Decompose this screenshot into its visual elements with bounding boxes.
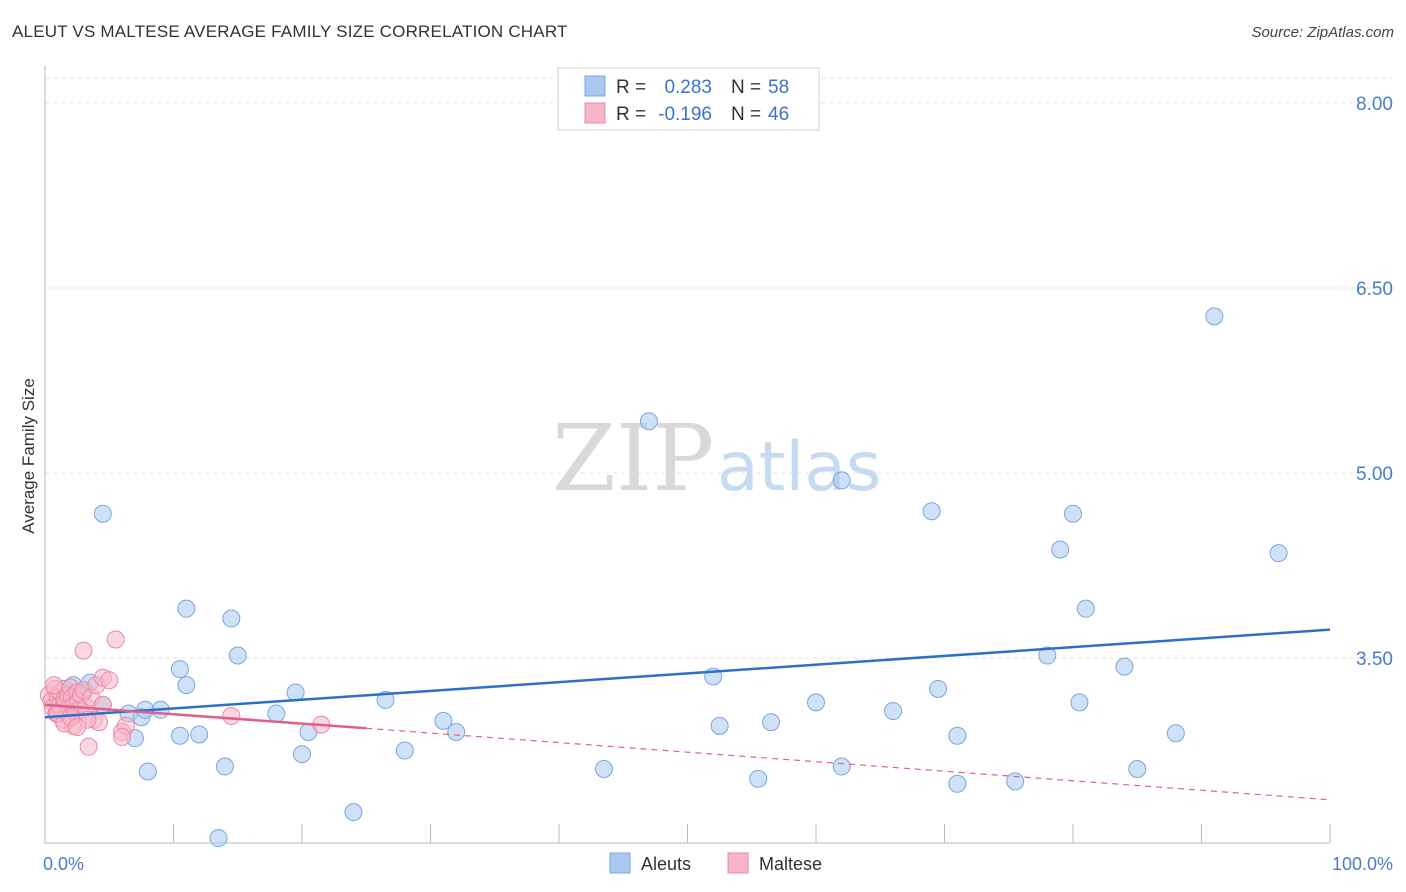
series-maltese-points <box>39 630 331 756</box>
data-point-aleuts <box>1051 540 1070 559</box>
data-point-aleuts <box>1006 772 1025 791</box>
data-point-aleuts <box>1076 599 1095 618</box>
legend-swatch-aleuts <box>584 75 606 97</box>
data-point-aleuts <box>344 803 363 822</box>
data-point-aleuts <box>1115 657 1134 676</box>
data-point-aleuts <box>395 741 414 760</box>
legend-n-value: 58 <box>768 77 789 98</box>
bottom-legend: Aleuts Maltese <box>609 852 822 874</box>
data-point-aleuts <box>93 504 112 523</box>
legend-r-label: R = <box>616 77 646 98</box>
data-point-aleuts <box>447 723 466 741</box>
data-point-aleuts <box>710 716 729 735</box>
data-point-maltese <box>106 630 125 649</box>
data-point-aleuts <box>228 646 247 665</box>
y-tick-label: 5.00 <box>1356 464 1393 485</box>
data-point-aleuts <box>138 762 157 781</box>
data-point-aleuts <box>948 774 967 793</box>
legend-r-value: -0.196 <box>658 104 712 125</box>
data-point-maltese <box>44 676 63 695</box>
legend-r-value: 0.283 <box>664 77 712 98</box>
watermark: ZIP atlas <box>552 405 881 512</box>
data-point-aleuts <box>222 609 241 628</box>
trend-lines <box>44 628 1331 801</box>
data-point-aleuts <box>1070 693 1089 712</box>
data-point-aleuts <box>170 726 189 745</box>
data-point-aleuts <box>832 757 851 776</box>
data-point-aleuts <box>762 713 781 732</box>
data-point-aleuts <box>594 760 613 778</box>
data-point-maltese <box>222 706 241 725</box>
source-label: Source: ZipAtlas.com <box>1251 24 1394 41</box>
data-point-aleuts <box>209 829 228 848</box>
data-point-aleuts <box>177 599 196 618</box>
data-point-aleuts <box>807 693 825 712</box>
trend-line-aleuts <box>44 628 1331 719</box>
bottom-legend-swatch-aleuts <box>609 852 631 874</box>
bottom-legend-swatch-maltese <box>727 852 749 874</box>
y-axis-label: Average Family Size <box>19 378 38 534</box>
data-point-aleuts <box>922 502 941 521</box>
bottom-legend-label-maltese: Maltese <box>759 854 822 874</box>
series-aleuts-points <box>48 307 1288 848</box>
watermark-atlas: atlas <box>717 428 881 507</box>
data-point-aleuts <box>1064 504 1082 523</box>
data-point-aleuts <box>1166 724 1185 743</box>
bottom-legend-label-aleuts: Aleuts <box>641 854 691 874</box>
x-tick-labels: 0.0% 100.0% <box>43 854 1393 874</box>
axes <box>44 66 1331 844</box>
data-point-maltese <box>74 641 93 660</box>
data-point-aleuts <box>929 679 948 698</box>
trend-line-maltese-extrapolated <box>366 727 1331 801</box>
legend-swatch-maltese <box>584 102 606 124</box>
data-point-aleuts <box>1205 307 1224 326</box>
data-point-maltese <box>100 671 119 690</box>
y-tick-labels: 3.50 5.00 6.50 8.00 <box>1356 94 1393 670</box>
trend-line-maltese <box>44 703 367 730</box>
x-tick-label-min: 0.0% <box>43 854 84 874</box>
legend-n-label: N = <box>731 77 761 98</box>
data-point-aleuts <box>884 702 903 721</box>
legend-n-label: N = <box>731 104 761 125</box>
legend-r-label: R = <box>616 104 646 125</box>
grid-lines <box>45 77 1395 659</box>
data-point-aleuts <box>293 745 311 764</box>
data-point-aleuts <box>376 690 395 709</box>
data-point-aleuts <box>177 676 196 695</box>
y-tick-label: 3.50 <box>1356 649 1393 670</box>
legend-n-value: 46 <box>768 104 789 125</box>
data-point-aleuts <box>749 769 768 788</box>
data-point-aleuts <box>1038 646 1057 665</box>
data-point-maltese <box>113 727 132 746</box>
data-point-aleuts <box>267 704 286 723</box>
chart-title: ALEUT VS MALTESE AVERAGE FAMILY SIZE COR… <box>12 22 568 41</box>
data-point-aleuts <box>170 660 189 679</box>
data-point-aleuts <box>832 471 851 490</box>
data-point-aleuts <box>1128 760 1147 778</box>
data-point-maltese <box>93 695 112 714</box>
data-point-maltese <box>68 718 87 737</box>
data-point-aleuts <box>190 725 209 744</box>
watermark-zip: ZIP <box>552 405 714 512</box>
legend: R = 0.283 N = 58 R = -0.196 N = 46 <box>557 67 820 131</box>
data-point-aleuts <box>639 412 658 431</box>
x-tick-label-max: 100.0% <box>1332 854 1393 874</box>
data-point-aleuts <box>434 711 453 730</box>
y-tick-label: 6.50 <box>1356 279 1393 300</box>
y-tick-label: 8.00 <box>1356 94 1393 115</box>
data-point-maltese <box>79 737 98 756</box>
data-point-aleuts <box>215 757 234 776</box>
data-point-aleuts <box>948 726 967 745</box>
data-point-aleuts <box>1269 544 1288 563</box>
